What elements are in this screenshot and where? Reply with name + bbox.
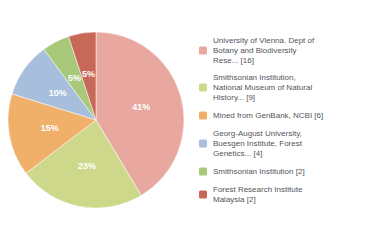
svg-text:41%: 41% xyxy=(132,102,150,112)
svg-text:5%: 5% xyxy=(68,73,81,83)
svg-text:5%: 5% xyxy=(82,69,95,79)
svg-text:Buesgen Institute, Forest: Buesgen Institute, Forest xyxy=(213,139,303,148)
svg-text:Mined from GenBank, NCBI [6]: Mined from GenBank, NCBI [6] xyxy=(213,111,323,120)
svg-text:National Museum of Natural: National Museum of Natural xyxy=(213,83,312,92)
svg-text:Smithsonian Institution [2]: Smithsonian Institution [2] xyxy=(213,167,305,176)
svg-text:University of Vienna. Dept of: University of Vienna. Dept of xyxy=(213,36,315,45)
svg-text:Botany and Biodiversity: Botany and Biodiversity xyxy=(213,46,297,55)
svg-text:Malaysia [2]: Malaysia [2] xyxy=(213,195,256,204)
svg-text:Georg-August University,: Georg-August University, xyxy=(213,129,302,138)
svg-text:Genetics... [4]: Genetics... [4] xyxy=(213,149,262,158)
svg-text:Forest Research Institute: Forest Research Institute xyxy=(213,185,303,194)
svg-text:23%: 23% xyxy=(78,161,96,171)
svg-text:Smithsonian Institution,: Smithsonian Institution, xyxy=(213,73,296,82)
svg-text:History... [9]: History... [9] xyxy=(213,93,255,102)
svg-text:15%: 15% xyxy=(41,123,59,133)
svg-text:10%: 10% xyxy=(49,88,67,98)
svg-text:Rese... [16]: Rese... [16] xyxy=(213,56,254,65)
